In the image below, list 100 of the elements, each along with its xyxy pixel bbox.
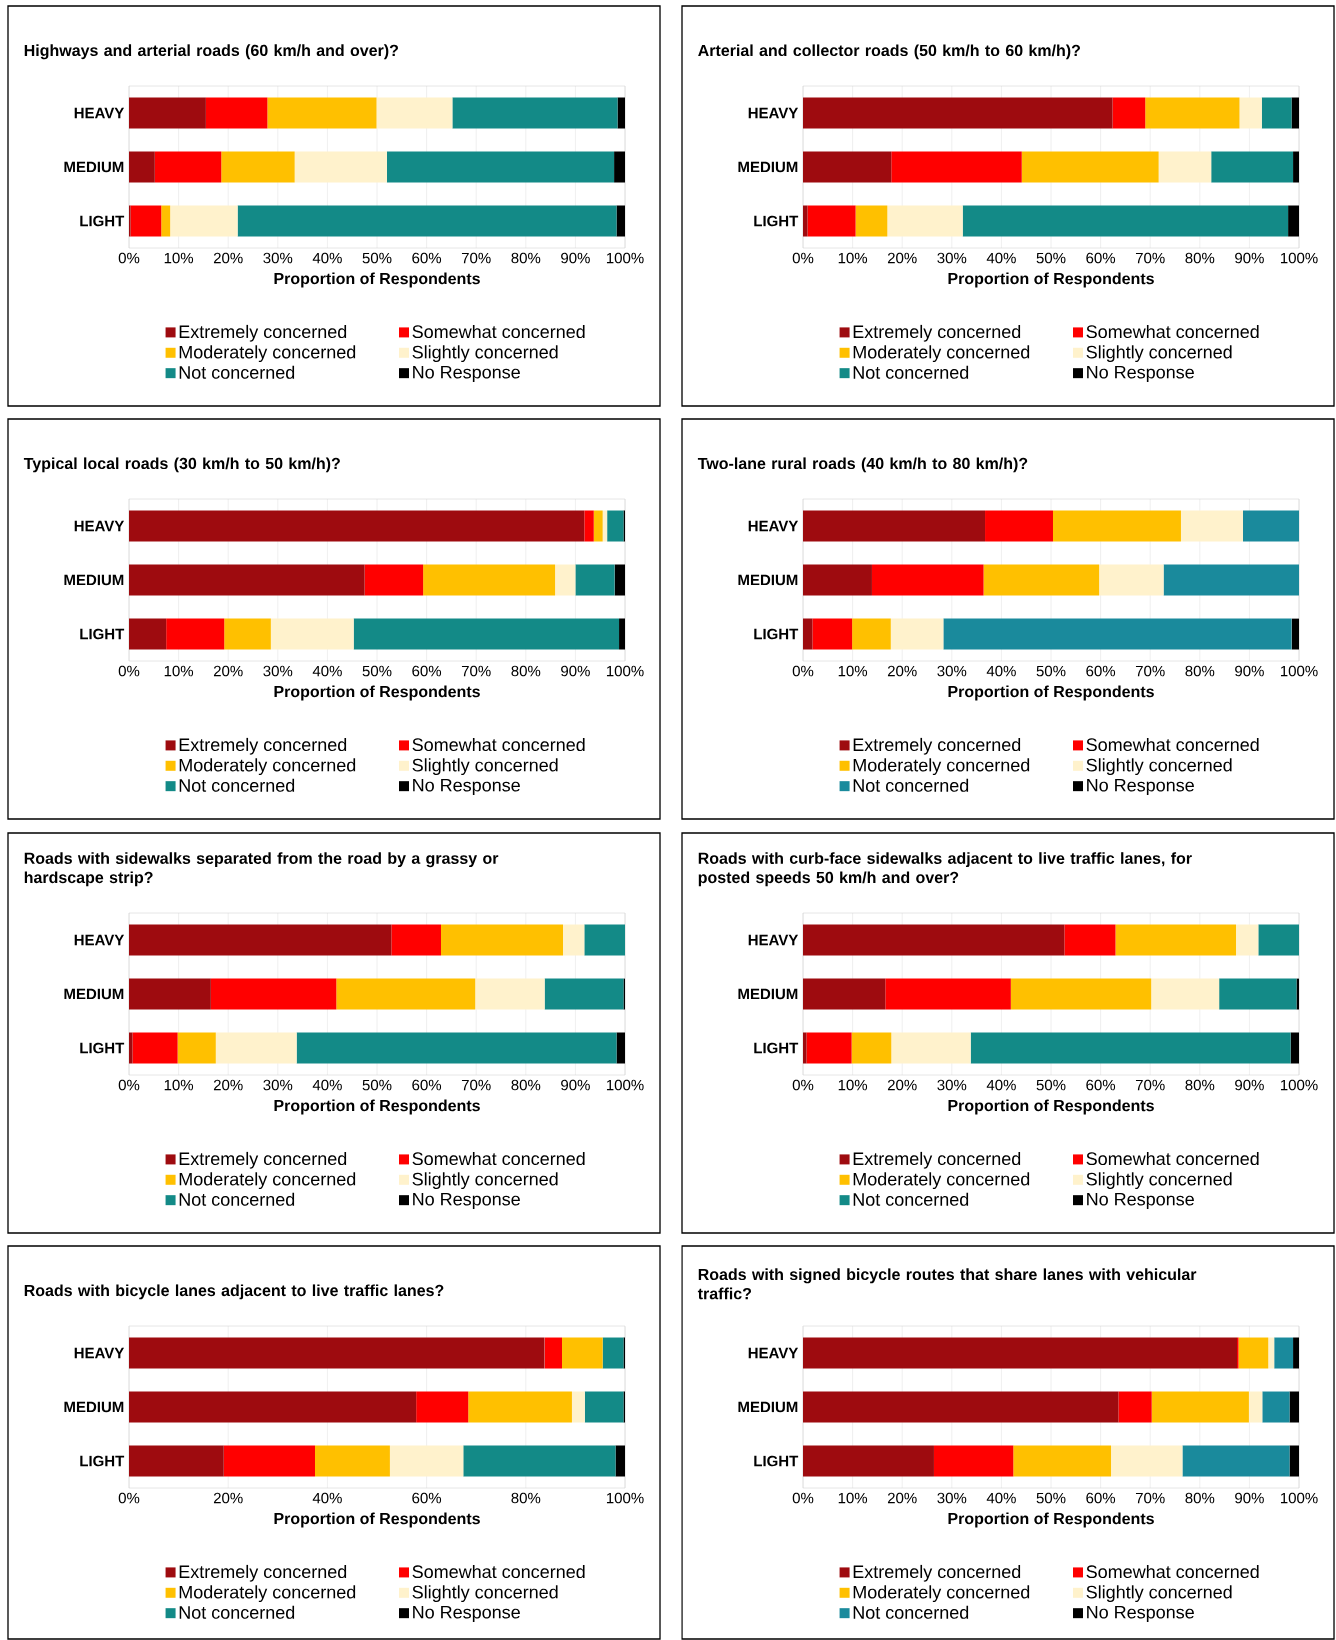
x-tick-label: 90% [1235, 665, 1264, 677]
legend-label: Slightly concerned [1086, 1585, 1232, 1603]
y-tick-label: HEAVY [748, 934, 799, 946]
x-tick-label: 70% [1135, 1079, 1165, 1091]
x-tick-label: 50% [1036, 665, 1066, 677]
x-tick-label: 100% [1280, 1079, 1318, 1091]
x-tick-label: 10% [838, 252, 868, 264]
legend-label: No Response [1087, 1192, 1194, 1210]
x-tick-label: 20% [213, 1079, 243, 1091]
legend-label: Somewhat concerned [412, 1151, 585, 1166]
y-tick-label: LIGHT [754, 628, 799, 640]
x-tick-label: 70% [1135, 665, 1165, 677]
legend-label: Slightly concerned [1086, 345, 1232, 363]
legend-label: Moderately concerned [179, 758, 356, 776]
legend-label: No Response [413, 1605, 520, 1623]
legend-label: Extremely concerned [853, 324, 1021, 342]
x-tick-label: 20% [887, 1079, 917, 1091]
y-tick-label: HEAVY [74, 1347, 125, 1359]
x-tick-label: 90% [1235, 1079, 1264, 1091]
legend-label: Not concerned [853, 1605, 969, 1619]
x-tick-label: 0% [792, 1492, 814, 1504]
x-tick-label: 40% [312, 252, 342, 264]
legend-label: Not concerned [179, 778, 295, 792]
x-tick-label: 70% [461, 1079, 491, 1091]
chart-title: Typical local roads (30 km/h to 50 km/h)? [23, 457, 340, 473]
chart-title: Roads with bicycle lanes adjacent to live traffic lanes? [24, 1284, 444, 1300]
y-tick-label: MEDIUM [64, 988, 124, 1000]
x-tick-label: 70% [1135, 252, 1165, 264]
x-tick-label: 10% [838, 1079, 868, 1091]
x-tick-label: 80% [511, 1492, 541, 1504]
x-tick-label: 90% [561, 665, 590, 677]
legend-label: Not concerned [853, 1192, 969, 1206]
x-tick-label: 0% [118, 252, 140, 264]
legend-label: Extremely concerned [179, 737, 347, 755]
x-tick-label: 40% [986, 252, 1016, 264]
x-tick-label: 30% [937, 665, 967, 677]
chart-title: Roads with signed bicycle routes that share lanes with vehicular traffic? [697, 1268, 1197, 1300]
x-tick-label: 80% [1185, 252, 1215, 264]
y-tick-label: LIGHT [80, 1042, 125, 1054]
y-tick-label: HEAVY [748, 107, 799, 119]
x-tick-label: 60% [412, 1492, 442, 1504]
y-tick-label: LIGHT [754, 1042, 799, 1054]
legend-label: Extremely concerned [179, 1151, 347, 1169]
x-tick-label: 50% [362, 665, 392, 677]
x-tick-label: 80% [511, 665, 541, 677]
chart-title: Roads with sidewalks separated from the road by a grassy or hardscape strip? [24, 852, 499, 887]
x-tick-label: 30% [263, 252, 293, 264]
x-tick-label: 100% [606, 665, 644, 677]
x-tick-label: 50% [1036, 252, 1066, 264]
y-tick-label: MEDIUM [738, 1401, 798, 1413]
legend-label: Somewhat concerned [412, 1564, 585, 1579]
legend-label: Somewhat concerned [412, 324, 585, 339]
x-tick-label: 40% [986, 665, 1016, 677]
legend-label: No Response [1087, 778, 1194, 796]
legend-label: Moderately concerned [179, 1172, 356, 1190]
x-axis-title: Proportion of Respondents [948, 272, 1154, 288]
x-tick-label: 40% [312, 1079, 342, 1091]
x-tick-label: 90% [1235, 1492, 1264, 1504]
x-tick-label: 90% [561, 1079, 590, 1091]
legend-label: Moderately concerned [853, 1172, 1030, 1190]
x-tick-label: 70% [1135, 1492, 1165, 1504]
x-tick-label: 20% [887, 665, 917, 677]
y-tick-label: MEDIUM [64, 1401, 124, 1413]
chart-title: Two-lane rural roads (40 km/h to 80 km/h)? [697, 457, 1028, 473]
x-tick-label: 10% [164, 252, 194, 264]
legend-label: Not concerned [853, 365, 969, 379]
x-tick-label: 30% [263, 1079, 293, 1091]
x-tick-label: 20% [213, 252, 243, 264]
x-tick-label: 10% [838, 665, 868, 677]
legend-label: Moderately concerned [853, 345, 1030, 363]
legend-label: Not concerned [179, 1605, 295, 1619]
x-tick-label: 20% [887, 252, 917, 264]
legend-label: Not concerned [179, 365, 295, 379]
x-tick-label: 0% [118, 1492, 140, 1504]
x-tick-label: 80% [1185, 665, 1215, 677]
x-tick-label: 0% [118, 665, 140, 677]
y-tick-label: MEDIUM [738, 574, 798, 586]
y-tick-label: MEDIUM [738, 161, 798, 173]
x-tick-label: 70% [461, 252, 491, 264]
legend-label: Extremely concerned [853, 1564, 1021, 1582]
x-tick-label: 80% [511, 252, 541, 264]
x-axis-title: Proportion of Respondents [274, 1099, 480, 1115]
chart-title: Arterial and collector roads (50 km/h to 60 km/h)? [698, 44, 1080, 60]
legend-label: Extremely concerned [179, 324, 347, 342]
legend-label: Slightly concerned [412, 1585, 558, 1603]
legend-label: No Response [413, 1192, 520, 1210]
legend-label: Slightly concerned [1086, 758, 1232, 776]
x-axis-title: Proportion of Respondents [948, 685, 1154, 701]
chart-title: Highways and arterial roads (60 km/h and over)? [24, 44, 398, 60]
x-tick-label: 50% [1036, 1079, 1066, 1091]
legend-label: Not concerned [179, 1192, 295, 1206]
x-tick-label: 40% [312, 665, 342, 677]
y-tick-label: HEAVY [748, 1347, 799, 1359]
x-tick-label: 50% [362, 1079, 392, 1091]
y-tick-label: LIGHT [80, 628, 125, 640]
x-tick-label: 60% [1086, 1079, 1116, 1091]
legend-label: Slightly concerned [1086, 1172, 1232, 1190]
x-tick-label: 60% [1086, 252, 1116, 264]
x-tick-label: 90% [1235, 252, 1264, 264]
y-tick-label: MEDIUM [64, 161, 124, 173]
